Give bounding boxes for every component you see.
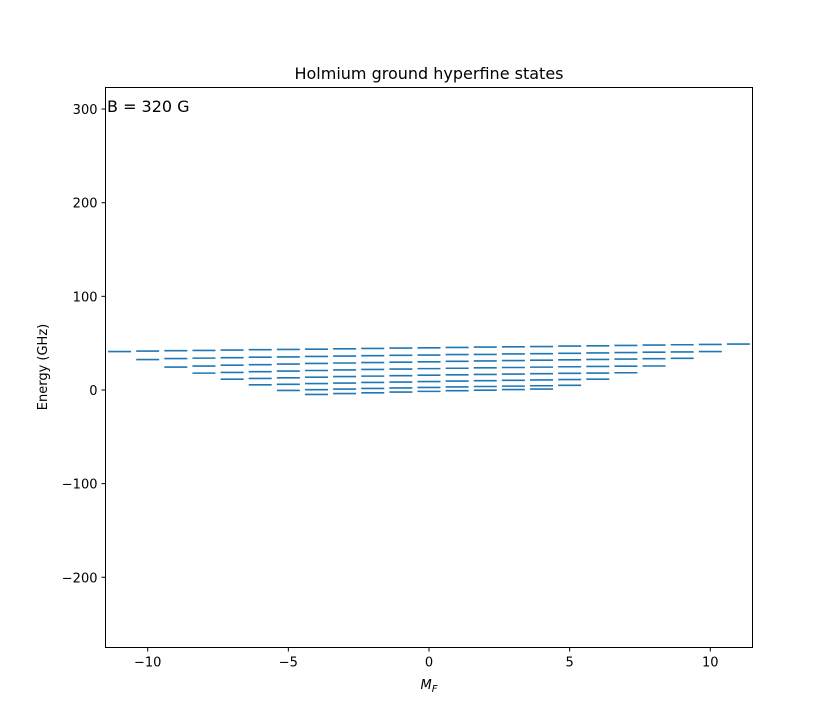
x-tick-label: −10 (134, 656, 161, 671)
y-axis-label: Energy (GHz) (36, 324, 51, 410)
data-marks (108, 343, 750, 396)
y-tick-label: −200 (62, 571, 98, 586)
y-tick-label: −100 (62, 478, 98, 493)
plot-frame (105, 87, 753, 648)
x-axis-label: MF (421, 678, 438, 695)
x-axis-label-main: M (421, 678, 432, 693)
y-tick-label: 100 (73, 290, 98, 305)
y-tick-label: 200 (73, 197, 98, 212)
x-tick-label: 5 (566, 656, 574, 671)
y-axis-ticks: 300 200 100 0 −100 −200 (62, 103, 106, 586)
y-tick-label: 0 (89, 384, 97, 399)
x-axis-ticks: −10 −5 0 5 10 (134, 647, 719, 671)
x-tick-label: −5 (279, 656, 298, 671)
y-tick-label: 300 (73, 103, 98, 118)
x-tick-label: 0 (425, 656, 433, 671)
field-annotation: B = 320 G (107, 97, 190, 116)
x-tick-label: 10 (702, 656, 719, 671)
chart-title: Holmium ground hyperfine states (294, 64, 563, 83)
x-axis-label-subscript: F (432, 684, 438, 695)
